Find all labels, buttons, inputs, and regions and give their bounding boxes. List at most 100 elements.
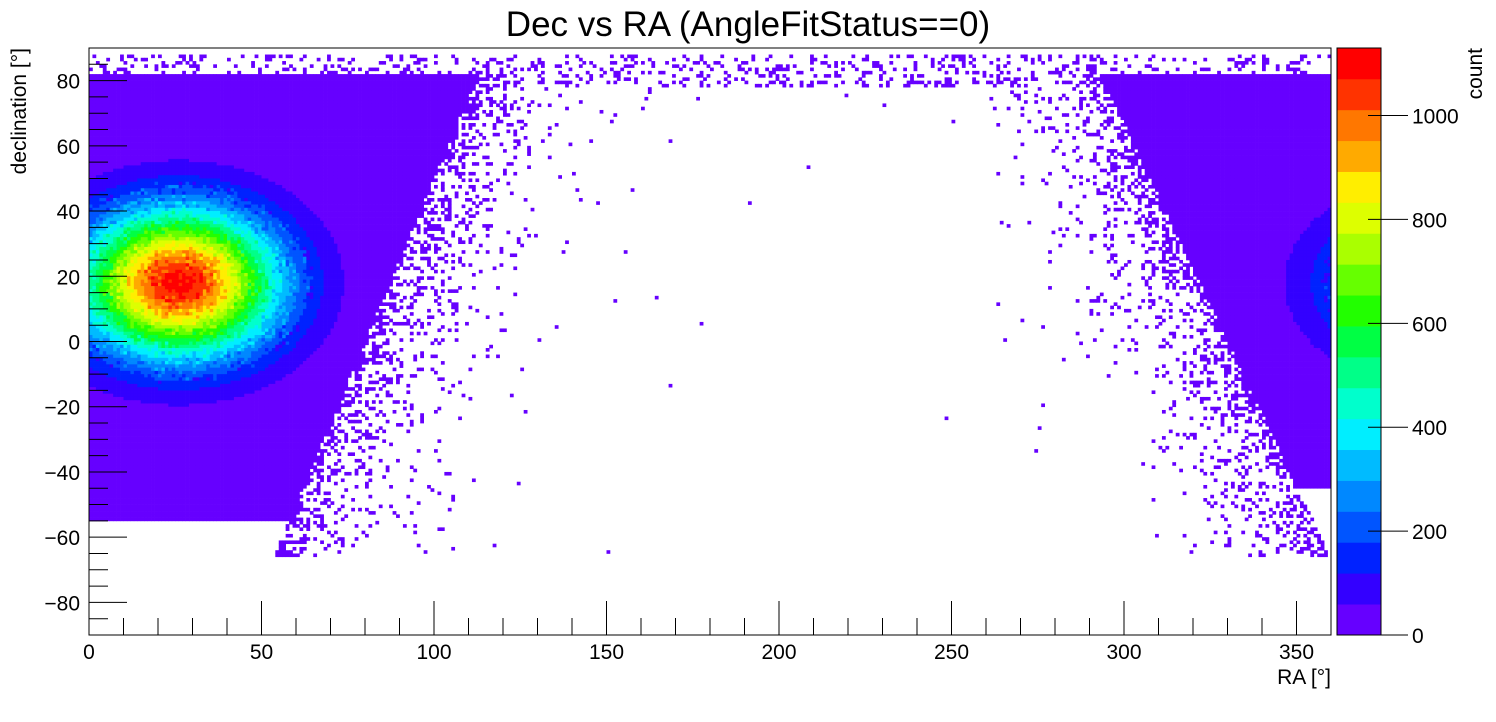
heatmap-cell bbox=[113, 396, 117, 401]
heatmap-cell bbox=[182, 302, 186, 306]
heatmap-cell bbox=[92, 253, 97, 258]
heatmap-cell bbox=[130, 188, 135, 192]
heatmap-cell bbox=[137, 312, 142, 316]
heatmap-cell bbox=[209, 109, 214, 114]
heatmap-cell bbox=[109, 269, 114, 274]
heatmap-cell bbox=[178, 276, 183, 280]
heatmap-cell bbox=[175, 498, 180, 502]
heatmap-cell bbox=[151, 181, 155, 186]
heatmap-cell bbox=[189, 191, 193, 196]
heatmap-cell bbox=[123, 308, 128, 313]
heatmap-cell bbox=[126, 198, 131, 202]
heatmap-cell bbox=[140, 243, 145, 248]
heatmap-cell bbox=[195, 312, 200, 316]
heatmap-cell bbox=[182, 432, 186, 437]
heatmap-cell bbox=[178, 282, 183, 287]
heatmap-cell bbox=[189, 396, 193, 401]
heatmap-cell bbox=[168, 266, 173, 271]
heatmap-cell bbox=[185, 263, 190, 267]
heatmap-cell bbox=[109, 109, 114, 114]
heatmap-cell bbox=[178, 514, 183, 518]
heatmap-cell bbox=[182, 380, 186, 385]
heatmap-cell bbox=[199, 514, 204, 518]
heatmap-cell bbox=[164, 103, 169, 108]
heatmap-cell bbox=[178, 455, 183, 460]
heatmap-cell bbox=[89, 279, 93, 284]
heatmap-cell bbox=[202, 178, 207, 183]
heatmap-cell bbox=[123, 504, 128, 509]
heatmap-cell bbox=[95, 409, 100, 414]
heatmap-cell bbox=[192, 106, 197, 111]
heatmap-cell bbox=[116, 113, 121, 117]
heatmap-cell bbox=[89, 383, 93, 388]
heatmap-cell bbox=[175, 321, 180, 326]
heatmap-cell bbox=[147, 380, 152, 385]
heatmap-cell bbox=[168, 175, 173, 179]
heatmap-cell bbox=[92, 419, 97, 424]
heatmap-cell bbox=[213, 109, 217, 114]
heatmap-cell bbox=[140, 318, 145, 323]
heatmap-cell bbox=[182, 266, 186, 271]
heatmap-cell bbox=[106, 129, 111, 134]
heatmap-cell bbox=[120, 341, 124, 346]
heatmap-cell bbox=[113, 279, 117, 284]
heatmap-cell bbox=[133, 103, 138, 108]
heatmap-cell bbox=[123, 181, 128, 186]
heatmap-cell bbox=[99, 109, 104, 114]
heatmap-cell bbox=[89, 259, 93, 264]
heatmap-cell bbox=[137, 488, 142, 492]
heatmap-cell bbox=[195, 455, 200, 460]
heatmap-cell bbox=[102, 380, 107, 385]
heatmap-cell bbox=[195, 145, 200, 150]
heatmap-cell bbox=[120, 511, 124, 515]
heatmap-cell bbox=[168, 325, 173, 329]
heatmap-cell bbox=[175, 403, 180, 408]
heatmap-cell bbox=[140, 308, 145, 313]
heatmap-cell bbox=[199, 348, 204, 352]
heatmap-cell bbox=[199, 364, 204, 368]
heatmap-cell bbox=[126, 400, 131, 404]
heatmap-cell bbox=[126, 478, 131, 483]
heatmap-cell bbox=[113, 481, 117, 486]
heatmap-cell bbox=[92, 455, 97, 460]
heatmap-cell bbox=[154, 383, 159, 388]
heatmap-cell bbox=[123, 136, 128, 140]
heatmap-cell bbox=[209, 259, 214, 264]
heatmap-cell bbox=[199, 351, 204, 355]
heatmap-cell bbox=[154, 276, 159, 280]
heatmap-cell bbox=[89, 468, 93, 473]
heatmap-cell bbox=[171, 165, 176, 170]
heatmap-cell bbox=[140, 292, 145, 297]
heatmap-cell bbox=[89, 504, 93, 509]
heatmap-cell bbox=[130, 87, 135, 91]
heatmap-cell bbox=[168, 198, 173, 202]
heatmap-cell bbox=[182, 188, 186, 192]
heatmap-cell bbox=[89, 413, 93, 417]
heatmap-cell bbox=[137, 106, 142, 111]
heatmap-cell bbox=[133, 77, 138, 81]
heatmap-cell bbox=[189, 152, 193, 156]
heatmap-cell bbox=[102, 132, 107, 137]
heatmap-cell bbox=[175, 370, 180, 375]
heatmap-cell bbox=[209, 377, 214, 381]
heatmap-cell bbox=[89, 158, 93, 163]
heatmap-cell bbox=[192, 439, 197, 443]
heatmap-cell bbox=[147, 259, 152, 264]
heatmap-cell bbox=[161, 175, 166, 179]
heatmap-cell bbox=[178, 77, 183, 81]
heatmap-cell bbox=[102, 501, 107, 505]
heatmap-cell bbox=[158, 374, 162, 378]
heatmap-cell bbox=[189, 305, 193, 310]
heatmap-cell bbox=[140, 266, 145, 271]
heatmap-cell bbox=[178, 419, 183, 424]
heatmap-cell bbox=[147, 194, 152, 199]
heatmap-cell bbox=[92, 227, 97, 231]
heatmap-cell bbox=[206, 269, 211, 274]
heatmap-cell bbox=[130, 514, 135, 518]
heatmap-cell bbox=[92, 325, 97, 329]
heatmap-cell bbox=[182, 321, 186, 326]
heatmap-cell bbox=[175, 233, 180, 238]
heatmap-cell bbox=[154, 240, 159, 245]
heatmap-cell bbox=[209, 178, 214, 183]
heatmap-cell bbox=[120, 517, 124, 522]
